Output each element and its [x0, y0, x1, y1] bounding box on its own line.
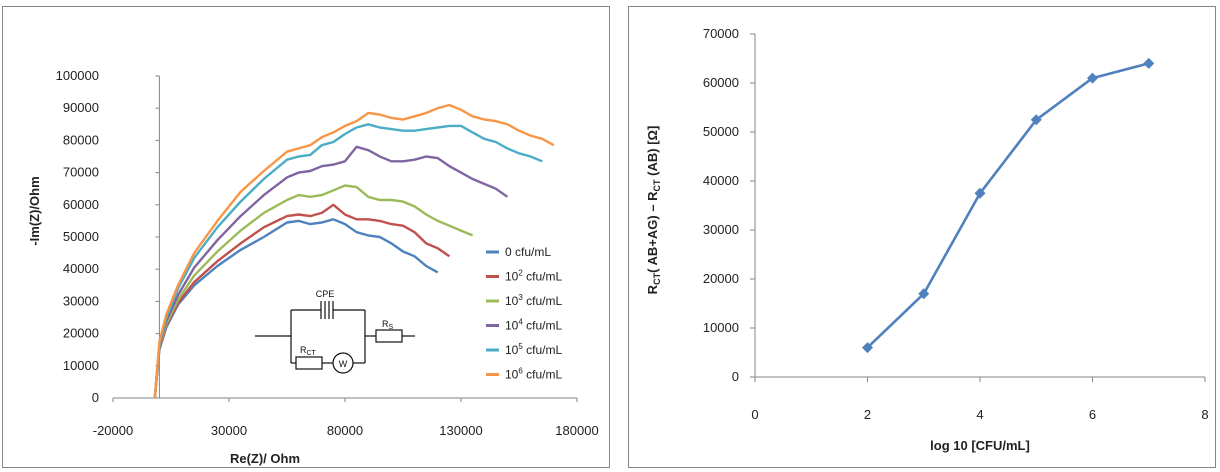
- y-tick-label: 60000: [703, 75, 739, 90]
- x-tick-label: 6: [1089, 407, 1096, 422]
- series-line-0: [153, 218, 439, 399]
- data-point-marker: [1030, 114, 1042, 126]
- series-line-3: [153, 145, 509, 399]
- y-tick-label: 40000: [63, 261, 99, 276]
- data-point-marker: [1087, 72, 1098, 84]
- calibration-chart-panel: 0 10000 20000 30000 40000 50000 60000 70000 0 2 4 6…: [628, 6, 1216, 468]
- legend: 0 cfu/mL 102 cfu/mL 103 cfu/mL 104 cfu/mL 10…: [486, 245, 562, 382]
- data-point-marker: [1143, 57, 1155, 69]
- y-tick-label: 0: [92, 390, 99, 405]
- x-tick-label: 30000: [211, 423, 247, 438]
- y-tick-label: 40000: [703, 173, 739, 188]
- y-tick-label: 20000: [703, 271, 739, 286]
- y-axis-title: RCT( AB+AG) – RCT (AB) [Ω]: [645, 126, 662, 295]
- legend-label: 104 cfu/mL: [505, 318, 562, 333]
- series-line-4: [153, 123, 543, 399]
- x-tick-label: 8: [1201, 407, 1208, 422]
- y-tick-label: 50000: [703, 124, 739, 139]
- legend-label: 102 cfu/mL: [505, 269, 562, 284]
- y-tick-label: 70000: [703, 26, 739, 41]
- data-point-marker: [862, 342, 873, 354]
- legend-label: 105 cfu/mL: [505, 342, 562, 357]
- y-tick-label: 50000: [63, 229, 99, 244]
- rct-label: RCT: [300, 345, 317, 357]
- y-tick-label: 0: [732, 369, 739, 384]
- y-tick-label: 30000: [703, 222, 739, 237]
- y-tick-label: 10000: [63, 358, 99, 373]
- legend-label: 106 cfu/mL: [505, 367, 562, 382]
- y-tick-label: 70000: [63, 165, 99, 180]
- data-point-marker: [974, 187, 986, 199]
- legend-label: 103 cfu/mL: [505, 293, 562, 308]
- x-tick-label: 130000: [439, 423, 482, 438]
- rs-label: RS: [382, 319, 394, 331]
- y-tick-label: 90000: [63, 100, 99, 115]
- impedance-chart-panel: 0 10000 20000 30000 40000 50000 60000 70000 8000…: [2, 6, 610, 468]
- calibration-plot: 0 10000 20000 30000 40000 50000 60000 70000 0 2 4 6…: [645, 26, 1209, 453]
- equivalent-circuit-diagram: CPE W RCT RS: [255, 289, 415, 374]
- y-tick-label: 20000: [63, 326, 99, 341]
- data-point-marker: [918, 288, 930, 300]
- x-axis-title: Re(Z)/ Ohm: [230, 451, 300, 466]
- x-tick-label: 80000: [327, 423, 363, 438]
- x-tick-label: 2: [864, 407, 871, 422]
- x-tick-label: -20000: [93, 423, 133, 438]
- y-tick-label: 100000: [56, 68, 99, 83]
- series-line-2: [153, 184, 474, 399]
- y-tick-label: 10000: [703, 320, 739, 335]
- legend-label: 0 cfu/mL: [505, 245, 551, 259]
- x-axis-title: log 10 [CFU/mL]: [930, 438, 1030, 453]
- x-tick-label: 0: [751, 407, 758, 422]
- w-label: W: [339, 359, 348, 369]
- x-tick-label: 180000: [555, 423, 598, 438]
- y-axis-title: -Im(Z)/Ohm: [27, 176, 42, 245]
- cpe-label: CPE: [316, 289, 335, 299]
- series-line-5: [153, 103, 555, 399]
- y-tick-label: 30000: [63, 293, 99, 308]
- series-line-0: [866, 62, 1150, 349]
- nyquist-plot: 0 10000 20000 30000 40000 50000 60000 70000 8000…: [27, 68, 599, 466]
- y-tick-label: 60000: [63, 197, 99, 212]
- x-tick-label: 4: [976, 407, 983, 422]
- y-tick-label: 80000: [63, 132, 99, 147]
- series-line-1: [153, 203, 451, 399]
